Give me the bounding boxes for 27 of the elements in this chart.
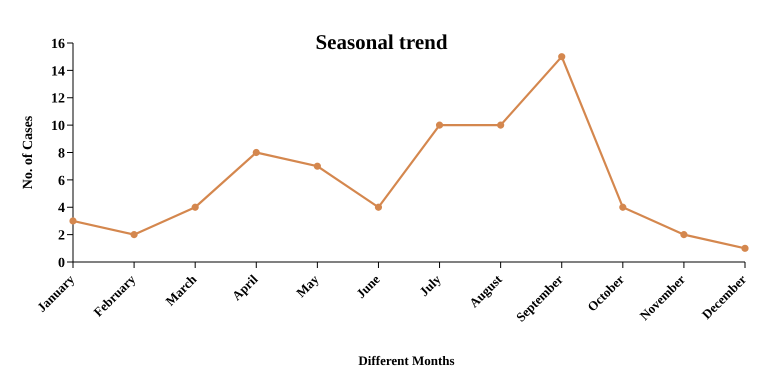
point [130,231,138,238]
point [192,204,199,211]
y-tick-label: 16 [51,36,65,52]
point [314,162,321,170]
y-tick-label: 12 [51,92,65,107]
chart-title: Seasonal trend [315,30,448,54]
y-tick-label: 6 [58,174,65,189]
x-tick-label: June [353,271,383,302]
x-tick-label: May [293,271,322,300]
point [558,53,566,60]
point [741,244,749,252]
point [619,204,626,211]
y-axis-title: No. of Cases [20,115,36,190]
y-tick-label: 8 [58,146,65,162]
point [680,231,688,238]
y-tick-label: 14 [51,64,65,80]
point [69,217,77,225]
x-axis-title: Different Months [357,353,456,369]
point [252,148,260,156]
y-tick-label: 0 [58,256,65,271]
y-tick-label: 10 [51,119,65,134]
point [374,204,382,211]
point [436,122,444,129]
x-tick-label: July [416,271,444,300]
point [497,122,504,129]
y-tick-label: 4 [58,201,65,216]
y-tick-label: 2 [58,228,65,244]
